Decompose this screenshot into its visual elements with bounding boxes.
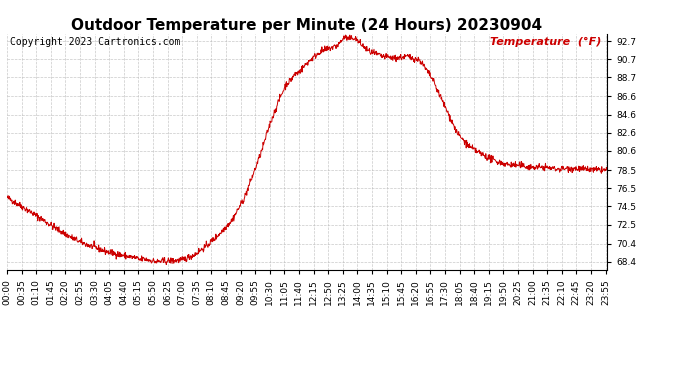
- Text: Copyright 2023 Cartronics.com: Copyright 2023 Cartronics.com: [10, 37, 180, 47]
- Text: Temperature  (°F): Temperature (°F): [490, 37, 601, 47]
- Title: Outdoor Temperature per Minute (24 Hours) 20230904: Outdoor Temperature per Minute (24 Hours…: [72, 18, 542, 33]
